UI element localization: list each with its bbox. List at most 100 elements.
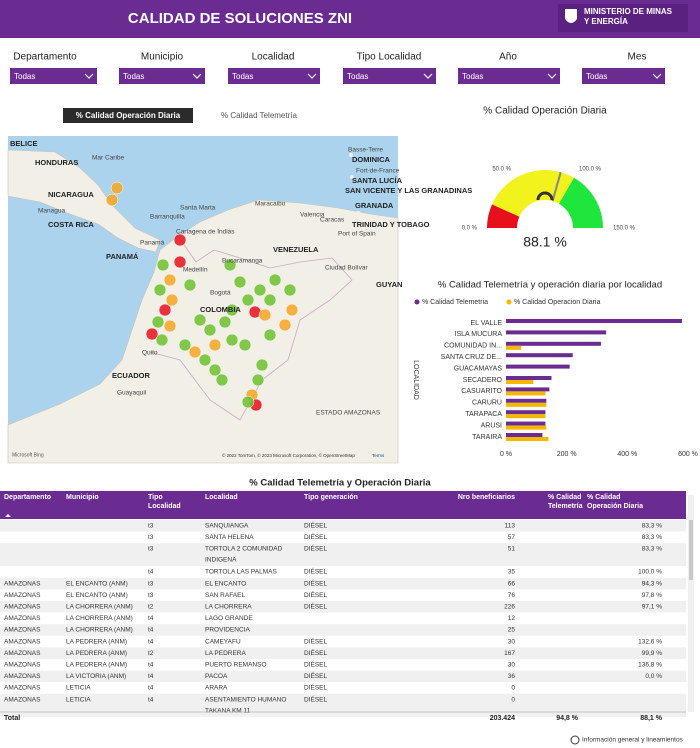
map-marker[interactable] (223, 258, 237, 272)
table-cell: LA PEDRERA (ANM) (66, 650, 127, 657)
table-cell: t4 (148, 673, 154, 680)
map-marker[interactable] (183, 278, 197, 292)
map-marker[interactable] (225, 333, 239, 347)
map-marker[interactable] (258, 308, 272, 322)
table-cell: DIÉSEL (304, 532, 328, 541)
column-header: Operación Diaria (587, 503, 643, 510)
table-row (0, 612, 686, 625)
column-header: Departamento (4, 494, 51, 501)
table-cell: LA CHORRERA (ANM) (66, 604, 133, 611)
map-marker[interactable] (278, 318, 292, 332)
map-island (355, 211, 361, 217)
filter-label: Departamento (13, 52, 77, 63)
map-marker[interactable] (163, 319, 177, 333)
map-marker[interactable] (173, 255, 187, 269)
map-marker[interactable] (145, 327, 159, 341)
map-marker[interactable] (283, 283, 297, 297)
x-tick-label: 600 % (678, 451, 698, 458)
map-marker[interactable] (251, 373, 265, 387)
tab-active[interactable] (63, 108, 193, 123)
map-marker[interactable] (268, 273, 282, 287)
map-marker[interactable] (203, 323, 217, 337)
map-marker[interactable] (255, 358, 269, 372)
gauge-tick-label: 100.0 % (579, 167, 602, 173)
map-marker[interactable] (193, 313, 207, 327)
map-marker[interactable] (156, 258, 170, 272)
tab-label[interactable]: % Calidad Operación Diaria (76, 111, 181, 120)
filter-dropdown[interactable] (10, 68, 97, 84)
table-cell: t4 (148, 662, 154, 669)
bar (506, 387, 550, 392)
tab-label[interactable]: % Calidad Telemetría (221, 111, 297, 120)
table-cell: DIÉSEL (304, 671, 328, 680)
table-cell: DIÉSEL (304, 590, 328, 599)
map-marker[interactable] (263, 293, 277, 307)
filter-label: Año (499, 52, 517, 63)
map-label: GUYAN (376, 280, 402, 289)
table-cell: AMAZONAS (4, 580, 41, 587)
map-label: Fort-de-France (356, 168, 400, 175)
map-label: Valencia (300, 212, 325, 219)
filter-dropdown[interactable] (458, 68, 560, 84)
map-marker[interactable] (153, 283, 167, 297)
map-marker[interactable] (215, 373, 229, 387)
filter-dropdown[interactable] (228, 68, 320, 84)
filter-dropdown[interactable] (343, 68, 436, 84)
map-label: COLOMBIA (200, 305, 241, 314)
x-tick-label: 400 % (617, 451, 637, 458)
map-marker[interactable] (263, 328, 277, 342)
map-marker[interactable] (155, 333, 169, 347)
map-marker[interactable] (241, 395, 255, 409)
table-cell: 30 (508, 662, 516, 669)
table-cell: AMAZONAS (4, 696, 41, 703)
map-marker[interactable] (241, 293, 255, 307)
map-attribution: © 2022 TomTom, © 2023 Microsoft Corporat… (222, 452, 355, 458)
table-row (0, 520, 686, 532)
map-label: DOMINICA (352, 155, 390, 164)
map-marker[interactable] (163, 273, 177, 287)
filter-dropdown[interactable] (582, 68, 665, 84)
map-marker[interactable] (285, 303, 299, 317)
column-header: Telemetría (548, 503, 583, 510)
map-marker[interactable] (151, 315, 165, 329)
table-cell: DIÉSEL (304, 636, 328, 645)
column-header: Tipo (148, 494, 163, 501)
gauge-knob (536, 191, 554, 201)
map-marker[interactable] (178, 338, 192, 352)
map-marker[interactable] (105, 193, 119, 207)
table-cell: AMAZONAS (4, 650, 41, 657)
map-marker[interactable] (238, 338, 252, 352)
map-marker[interactable] (225, 303, 239, 317)
info-icon[interactable] (570, 735, 580, 745)
map-marker[interactable] (208, 363, 222, 377)
map-marker[interactable] (188, 345, 202, 359)
map-marker[interactable] (233, 275, 247, 289)
bar (506, 364, 570, 369)
filter-value: Todas (232, 72, 253, 81)
table-cell: 0 (511, 696, 515, 703)
table-cell: t2 (148, 650, 154, 657)
map-marker[interactable] (198, 353, 212, 367)
logo-line: MINISTERIO DE MINAS (584, 7, 673, 16)
dropdown-arrow (192, 73, 202, 79)
column-header: Tipo generación (304, 494, 358, 501)
filter-dropdown[interactable] (119, 68, 205, 84)
map-label: Port of Spain (338, 231, 376, 238)
map-land (7, 199, 399, 464)
table-row (0, 647, 686, 659)
scrollbar-thumb[interactable] (689, 520, 693, 580)
map-marker[interactable] (208, 338, 222, 352)
table-cell: t3 (148, 523, 154, 530)
table-cell: AMAZONAS (4, 685, 41, 692)
table-cell: 100,0 % (638, 569, 662, 576)
table-cell: SANQUIANGA (205, 523, 249, 530)
map-marker[interactable] (218, 315, 232, 329)
table-cell: AMAZONAS (4, 673, 41, 680)
map-marker[interactable] (173, 233, 187, 247)
footer-link[interactable]: Información general y lineamientos (582, 737, 684, 744)
map-marker[interactable] (165, 293, 179, 307)
map-marker[interactable] (158, 303, 172, 317)
map-marker[interactable] (253, 283, 267, 297)
map-marker[interactable] (110, 181, 124, 195)
map-label: Panamá (140, 240, 165, 247)
